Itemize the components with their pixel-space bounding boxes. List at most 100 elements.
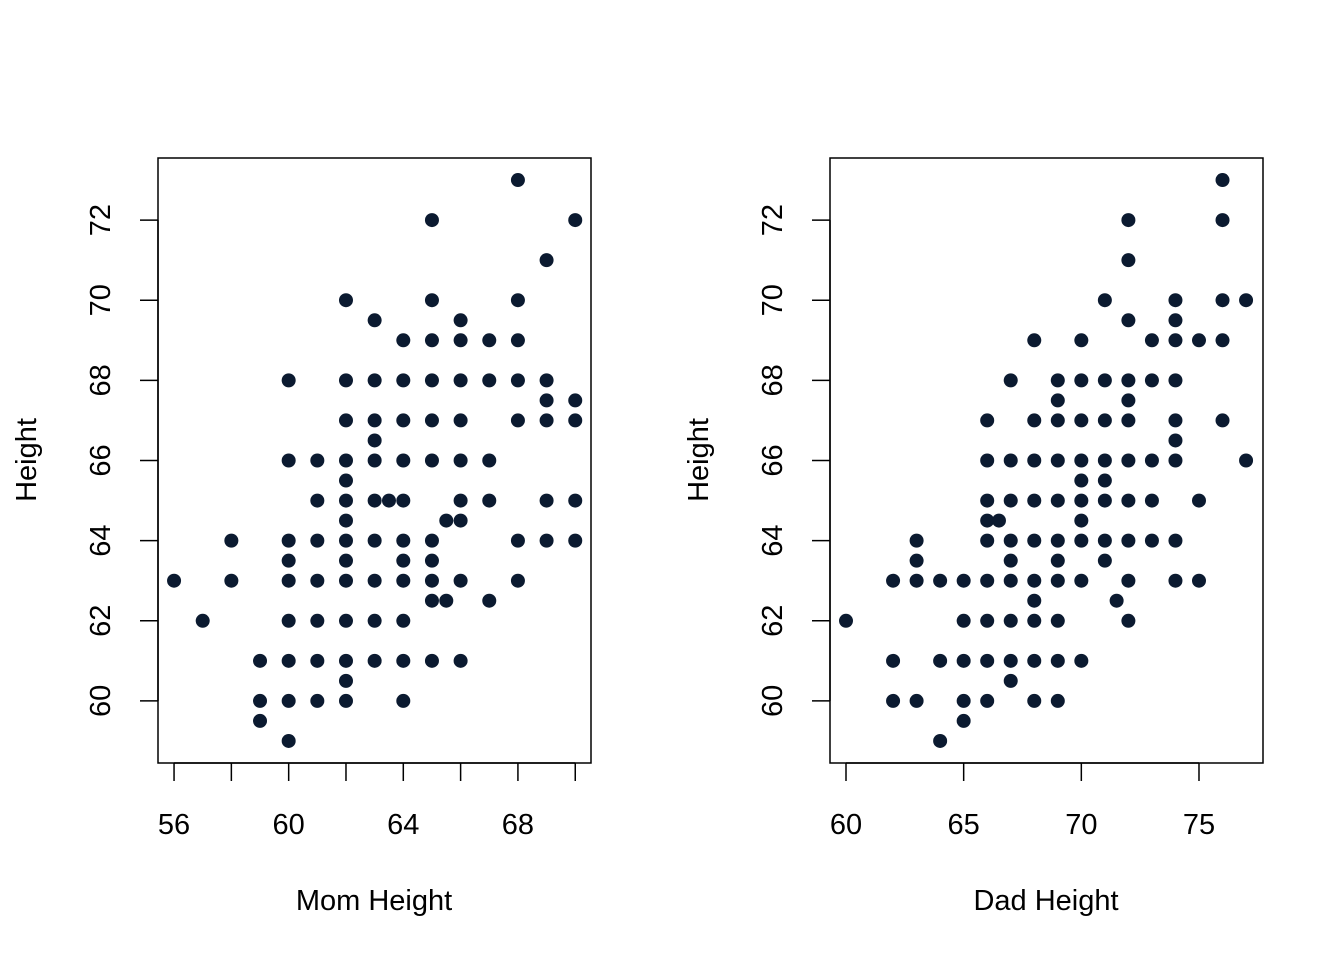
data-point [482,373,497,388]
data-point [338,653,353,668]
data-point [439,513,454,528]
y-tick-label: 70 [757,284,789,316]
data-point [1215,213,1230,228]
data-point [367,433,382,448]
data-point [1050,453,1065,468]
data-point [1168,533,1183,548]
data-point [933,573,948,588]
data-point [253,693,268,708]
data-point [338,673,353,688]
y-tick-label: 66 [85,444,117,476]
data-point [1003,373,1018,388]
data-point [1050,693,1065,708]
data-point [1027,533,1042,548]
data-point [980,613,995,628]
data-point [1215,413,1230,428]
data-point [396,493,411,508]
data-point [367,573,382,588]
data-point [338,533,353,548]
x-tick-label: 64 [387,809,419,841]
y-tick-label: 64 [757,524,789,556]
data-point [281,453,296,468]
data-point [980,693,995,708]
data-point [310,453,325,468]
data-point [1191,573,1206,588]
data-point [1074,453,1089,468]
data-point [1050,573,1065,588]
data-point [1003,653,1018,668]
data-point [1003,553,1018,568]
data-point [1027,653,1042,668]
y-tick-label: 60 [757,685,789,717]
data-point [1168,313,1183,328]
data-point [281,613,296,628]
data-point [338,573,353,588]
data-point [909,533,924,548]
data-point [281,373,296,388]
data-point [424,293,439,308]
data-point [1239,293,1254,308]
data-point [1097,413,1112,428]
data-point [510,373,525,388]
data-point [980,653,995,668]
data-point [1074,513,1089,528]
data-point [281,733,296,748]
data-point [453,573,468,588]
data-point [1027,413,1042,428]
data-point [1074,493,1089,508]
dad-height-panel: Dad Height Height 60 65 70 75 60 62 64 66 68 70 72 [683,157,1264,917]
data-point [1003,573,1018,588]
data-point [338,493,353,508]
data-point [1121,493,1136,508]
x-tick-label: 70 [1065,809,1097,841]
data-point [956,713,971,728]
x-tick-label: 68 [502,809,534,841]
data-point [1027,493,1042,508]
data-point [568,413,583,428]
data-point [338,473,353,488]
x-tick-label: 60 [273,809,305,841]
data-point [539,533,554,548]
data-point [453,493,468,508]
data-point [1168,573,1183,588]
data-point [1050,413,1065,428]
data-point [281,553,296,568]
x-axis-title: Dad Height [973,885,1118,917]
data-point [1168,293,1183,308]
data-point [1191,493,1206,508]
data-point [1050,553,1065,568]
data-point [1191,333,1206,348]
data-point [1003,613,1018,628]
data-point [338,293,353,308]
data-point [1050,653,1065,668]
data-point [980,513,995,528]
data-point [1215,293,1230,308]
data-point [338,693,353,708]
data-point [482,453,497,468]
data-point [1121,213,1136,228]
x-tick-label: 60 [830,809,862,841]
y-tick-label: 60 [85,685,117,717]
data-point [396,573,411,588]
data-point [1003,673,1018,688]
data-point [1121,533,1136,548]
data-point [1050,393,1065,408]
y-tick-label: 70 [85,284,117,316]
x-tick-label: 75 [1183,809,1215,841]
data-point [1003,453,1018,468]
data-point [1050,613,1065,628]
data-point [1168,413,1183,428]
data-point [453,313,468,328]
data-point [956,613,971,628]
data-point [980,413,995,428]
data-point [396,373,411,388]
data-point [367,313,382,328]
data-point [396,333,411,348]
data-point [310,693,325,708]
data-point [367,373,382,388]
data-point [281,693,296,708]
data-point [338,453,353,468]
data-point [424,593,439,608]
data-point [1121,413,1136,428]
data-point [1121,573,1136,588]
